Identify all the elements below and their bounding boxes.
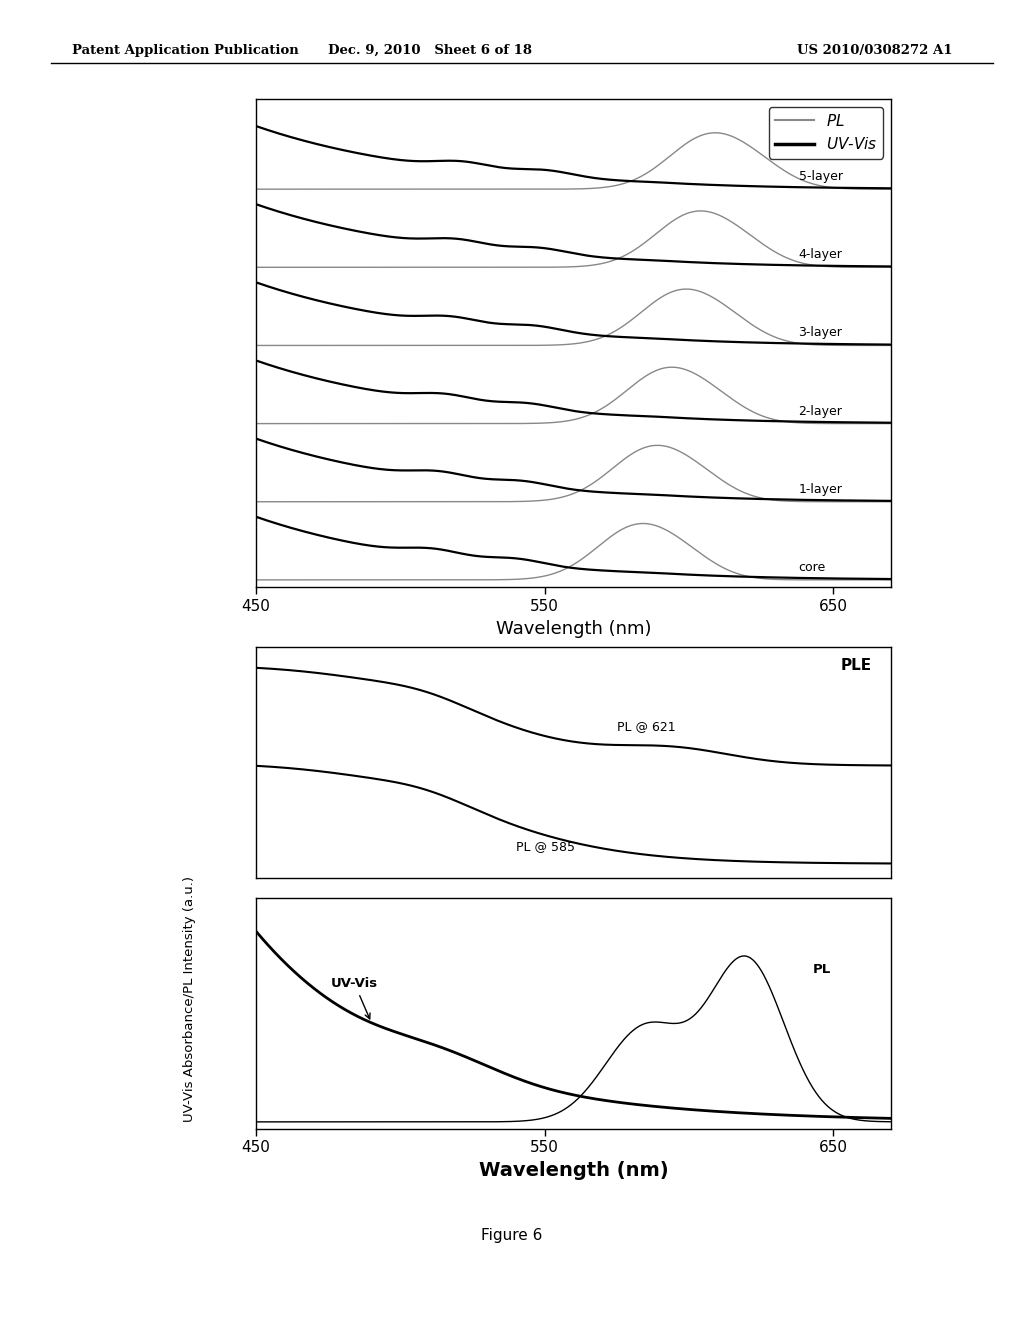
Text: 1-layer: 1-layer xyxy=(799,483,843,496)
Legend: $PL$, $UV$-$Vis$: $PL$, $UV$-$Vis$ xyxy=(769,107,884,158)
Text: UV-Vis: UV-Vis xyxy=(331,977,378,1019)
Text: 3-layer: 3-layer xyxy=(799,326,843,339)
Text: PL: PL xyxy=(813,962,831,975)
Text: 2-layer: 2-layer xyxy=(799,405,843,417)
Text: US 2010/0308272 A1: US 2010/0308272 A1 xyxy=(797,44,952,57)
Text: Dec. 9, 2010   Sheet 6 of 18: Dec. 9, 2010 Sheet 6 of 18 xyxy=(328,44,532,57)
Text: 4-layer: 4-layer xyxy=(799,248,843,261)
Text: Figure 6: Figure 6 xyxy=(481,1229,543,1243)
Text: 5-layer: 5-layer xyxy=(799,170,843,183)
X-axis label: Wavelength (nm): Wavelength (nm) xyxy=(478,1162,669,1180)
Text: Patent Application Publication: Patent Application Publication xyxy=(72,44,298,57)
Text: UV-Vis Absorbance/PL Intensity (a.u.): UV-Vis Absorbance/PL Intensity (a.u.) xyxy=(183,876,196,1122)
Text: PL @ 585: PL @ 585 xyxy=(516,840,574,853)
Text: core: core xyxy=(799,561,825,574)
X-axis label: Wavelength (nm): Wavelength (nm) xyxy=(496,620,651,638)
Text: PL @ 621: PL @ 621 xyxy=(617,721,676,734)
Text: PLE: PLE xyxy=(841,659,871,673)
